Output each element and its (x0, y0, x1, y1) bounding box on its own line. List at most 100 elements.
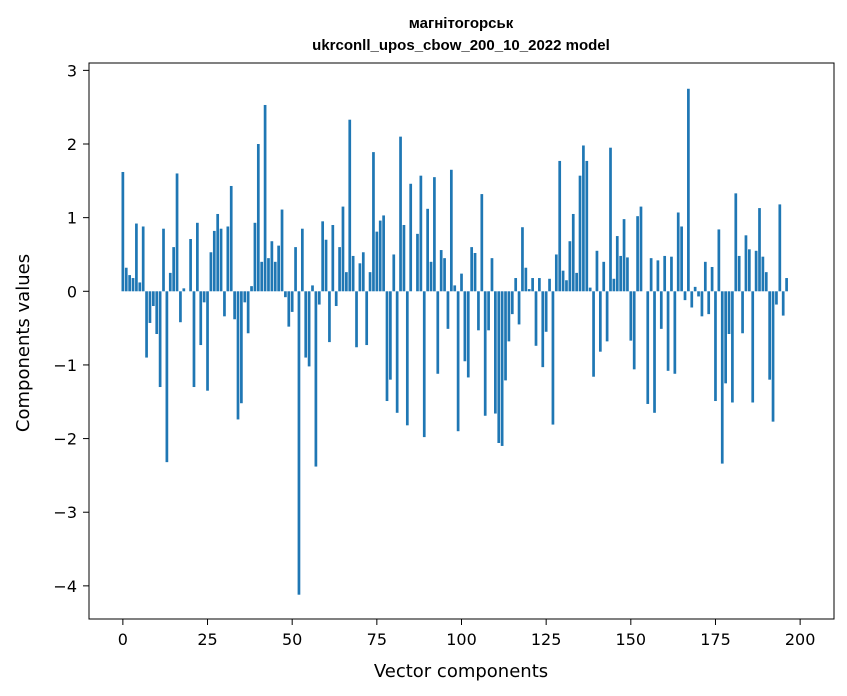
bar (162, 228, 165, 292)
bar (372, 152, 375, 292)
y-tick-label: −3 (53, 503, 77, 522)
bar (466, 291, 470, 378)
bar (680, 226, 683, 292)
bar (575, 272, 578, 292)
bar (754, 250, 758, 292)
bar (565, 280, 568, 292)
bar (720, 291, 724, 464)
bar (781, 291, 785, 316)
bar (734, 193, 738, 292)
bar (405, 291, 409, 426)
y-tick-label: 3 (67, 61, 77, 80)
bar (277, 245, 280, 292)
bar (449, 169, 453, 292)
bar (619, 255, 623, 292)
x-tick-label: 125 (531, 630, 562, 649)
bar (514, 278, 518, 292)
bar (416, 233, 419, 292)
bar (626, 257, 629, 292)
bar (141, 226, 145, 292)
bar (395, 291, 399, 413)
bar (436, 291, 440, 374)
bar (707, 291, 711, 315)
bar (409, 183, 413, 292)
bar (382, 215, 385, 292)
bar (426, 208, 429, 292)
bar (649, 258, 653, 292)
bar (507, 291, 511, 342)
bar (389, 291, 392, 380)
bar (582, 145, 585, 292)
bar (687, 88, 690, 292)
bar (653, 291, 656, 413)
bar (196, 222, 199, 292)
bar (578, 175, 582, 292)
bar (284, 291, 287, 298)
bar (189, 239, 192, 292)
bar (544, 291, 548, 332)
bar (632, 291, 636, 370)
bar (747, 249, 751, 292)
bar (304, 291, 308, 358)
y-tick-label: −1 (53, 356, 77, 375)
bar (392, 254, 396, 292)
bar (331, 225, 335, 292)
bar (700, 291, 704, 317)
bar (703, 261, 707, 292)
bar (402, 225, 406, 292)
x-tick-label: 150 (616, 630, 647, 649)
bar (378, 220, 382, 292)
bar (223, 291, 226, 317)
bar (158, 291, 162, 388)
bar (494, 291, 497, 414)
bar (602, 261, 606, 292)
y-axis-ticks: −4 −3 −2 −1 0 1 2 3 (53, 61, 89, 596)
chart-title: магнітогорськ (409, 15, 514, 32)
bar (121, 171, 125, 292)
bar (267, 258, 270, 292)
bar (202, 291, 206, 303)
bar (256, 144, 260, 292)
bar (128, 275, 131, 292)
bar (368, 272, 372, 292)
bar (145, 291, 148, 358)
bar (131, 278, 135, 292)
bar (236, 291, 240, 420)
bar (595, 250, 599, 292)
y-tick-label: 1 (67, 209, 77, 228)
y-axis-label: Components values (13, 254, 34, 432)
bar (470, 247, 474, 292)
bar (355, 291, 358, 348)
bar (334, 291, 338, 307)
bar (615, 236, 619, 292)
bar (473, 253, 477, 292)
bar (138, 282, 142, 292)
bar (345, 272, 348, 292)
bar (483, 291, 487, 416)
bar (551, 291, 555, 425)
bar (439, 250, 443, 292)
y-tick-label: −4 (53, 577, 77, 596)
bar (179, 291, 182, 323)
bar (324, 239, 328, 292)
bars-group (121, 88, 788, 595)
bar (321, 221, 325, 292)
bar (487, 291, 490, 331)
bar (554, 254, 558, 292)
bar (517, 291, 521, 325)
bar (646, 291, 650, 404)
bar (182, 288, 186, 292)
bar (246, 291, 250, 334)
bar (422, 291, 426, 438)
bar (168, 272, 172, 292)
bar (307, 291, 311, 367)
bar (768, 291, 772, 380)
bar (761, 256, 765, 292)
bar (165, 291, 169, 463)
bar (148, 291, 152, 323)
bar (294, 247, 297, 292)
bar (724, 291, 727, 384)
bar (155, 291, 159, 334)
x-tick-label: 25 (197, 630, 217, 649)
bar (656, 260, 660, 292)
